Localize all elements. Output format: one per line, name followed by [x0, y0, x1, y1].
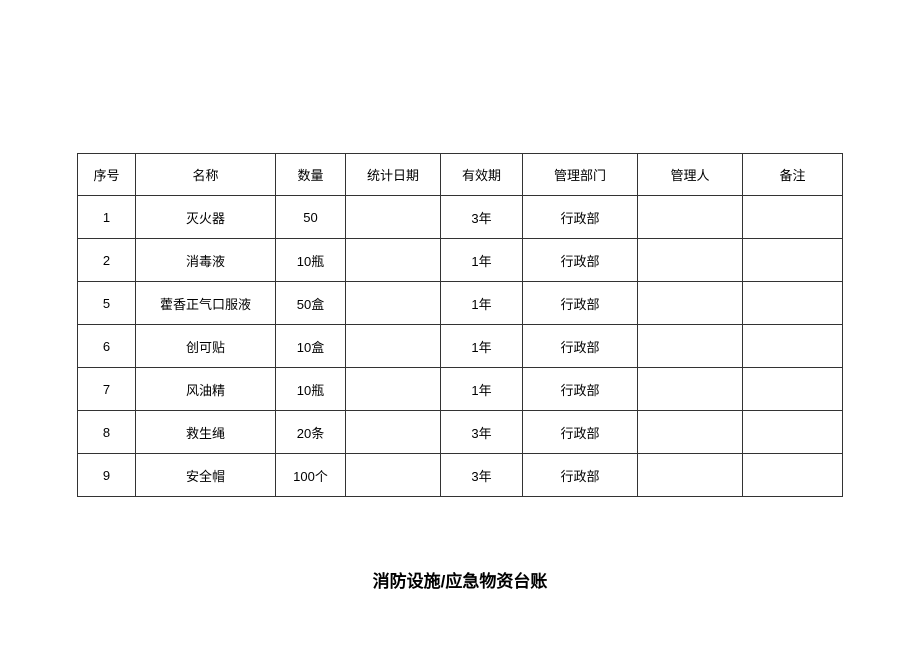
cell-name: 风油精: [136, 368, 276, 411]
header-mgr: 管理人: [638, 154, 743, 196]
cell-qty: 10瓶: [276, 368, 346, 411]
cell-remark: [743, 325, 843, 368]
cell-remark: [743, 196, 843, 239]
cell-seq: 8: [78, 411, 136, 454]
cell-valid: 3年: [441, 454, 523, 497]
table-row: 6 创可贴 10盒 1年 行政部: [78, 325, 843, 368]
cell-qty: 20条: [276, 411, 346, 454]
cell-mgr: [638, 411, 743, 454]
header-dept: 管理部门: [523, 154, 638, 196]
cell-date: [346, 282, 441, 325]
cell-dept: 行政部: [523, 196, 638, 239]
cell-name: 创可贴: [136, 325, 276, 368]
cell-date: [346, 368, 441, 411]
cell-qty: 10盒: [276, 325, 346, 368]
table-row: 8 救生绳 20条 3年 行政部: [78, 411, 843, 454]
header-name: 名称: [136, 154, 276, 196]
footer-title: 消防设施/应急物资台账: [0, 567, 920, 592]
cell-mgr: [638, 454, 743, 497]
cell-remark: [743, 411, 843, 454]
header-remark: 备注: [743, 154, 843, 196]
header-qty: 数量: [276, 154, 346, 196]
cell-name: 救生绳: [136, 411, 276, 454]
cell-date: [346, 454, 441, 497]
table-row: 1 灭火器 50 3年 行政部: [78, 196, 843, 239]
cell-mgr: [638, 368, 743, 411]
cell-qty: 50: [276, 196, 346, 239]
cell-mgr: [638, 282, 743, 325]
cell-date: [346, 196, 441, 239]
cell-remark: [743, 282, 843, 325]
cell-seq: 2: [78, 239, 136, 282]
table-row: 9 安全帽 100个 3年 行政部: [78, 454, 843, 497]
cell-dept: 行政部: [523, 411, 638, 454]
cell-mgr: [638, 239, 743, 282]
cell-name: 消毒液: [136, 239, 276, 282]
header-date: 统计日期: [346, 154, 441, 196]
inventory-table-container: 序号 名称 数量 统计日期 有效期 管理部门 管理人 备注 1 灭火器 50 3…: [77, 153, 842, 497]
cell-dept: 行政部: [523, 325, 638, 368]
cell-seq: 1: [78, 196, 136, 239]
cell-qty: 10瓶: [276, 239, 346, 282]
cell-valid: 1年: [441, 282, 523, 325]
cell-name: 安全帽: [136, 454, 276, 497]
cell-remark: [743, 239, 843, 282]
cell-mgr: [638, 196, 743, 239]
cell-dept: 行政部: [523, 454, 638, 497]
cell-date: [346, 411, 441, 454]
cell-mgr: [638, 325, 743, 368]
cell-remark: [743, 454, 843, 497]
cell-valid: 1年: [441, 325, 523, 368]
cell-seq: 5: [78, 282, 136, 325]
table-row: 5 藿香正气口服液 50盒 1年 行政部: [78, 282, 843, 325]
cell-name: 灭火器: [136, 196, 276, 239]
cell-valid: 3年: [441, 411, 523, 454]
cell-name: 藿香正气口服液: [136, 282, 276, 325]
cell-seq: 9: [78, 454, 136, 497]
cell-valid: 3年: [441, 196, 523, 239]
cell-qty: 100个: [276, 454, 346, 497]
cell-qty: 50盒: [276, 282, 346, 325]
table-row: 2 消毒液 10瓶 1年 行政部: [78, 239, 843, 282]
cell-date: [346, 325, 441, 368]
header-valid: 有效期: [441, 154, 523, 196]
header-seq: 序号: [78, 154, 136, 196]
table-header-row: 序号 名称 数量 统计日期 有效期 管理部门 管理人 备注: [78, 154, 843, 196]
cell-seq: 6: [78, 325, 136, 368]
cell-dept: 行政部: [523, 282, 638, 325]
cell-valid: 1年: [441, 368, 523, 411]
cell-remark: [743, 368, 843, 411]
cell-dept: 行政部: [523, 368, 638, 411]
cell-seq: 7: [78, 368, 136, 411]
inventory-table: 序号 名称 数量 统计日期 有效期 管理部门 管理人 备注 1 灭火器 50 3…: [77, 153, 843, 497]
cell-date: [346, 239, 441, 282]
table-row: 7 风油精 10瓶 1年 行政部: [78, 368, 843, 411]
cell-dept: 行政部: [523, 239, 638, 282]
cell-valid: 1年: [441, 239, 523, 282]
table-body: 1 灭火器 50 3年 行政部 2 消毒液 10瓶 1年 行政部 5: [78, 196, 843, 497]
